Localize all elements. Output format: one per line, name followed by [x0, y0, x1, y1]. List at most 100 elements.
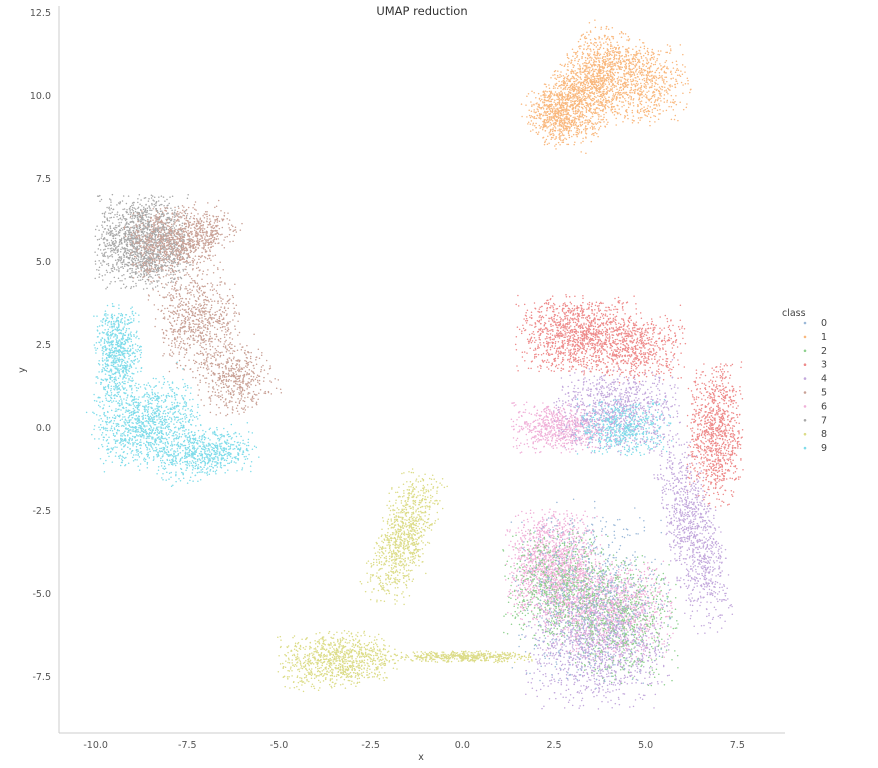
data-point [152, 219, 154, 221]
data-point [573, 113, 575, 115]
data-point [140, 199, 142, 201]
data-point [174, 219, 176, 221]
data-point [576, 89, 578, 91]
data-point [654, 77, 656, 79]
data-point [131, 264, 133, 266]
data-point [131, 240, 133, 242]
data-point [588, 34, 590, 36]
data-point [559, 103, 561, 105]
data-point [170, 265, 172, 267]
data-point [640, 47, 642, 49]
data-point [552, 115, 554, 117]
data-point [541, 99, 543, 101]
data-point [143, 215, 145, 217]
data-point [671, 119, 673, 121]
data-point [670, 48, 672, 50]
data-point [169, 222, 171, 224]
data-point [547, 115, 549, 117]
data-point [576, 118, 578, 120]
data-point [130, 213, 132, 215]
data-point [560, 87, 562, 89]
data-point [567, 102, 569, 104]
data-point [639, 79, 641, 81]
data-point [618, 58, 620, 60]
data-point [169, 237, 171, 239]
data-point [653, 95, 655, 97]
data-point [574, 85, 576, 87]
data-point [655, 61, 657, 63]
data-point [152, 255, 154, 256]
data-point [119, 242, 121, 244]
data-point [174, 222, 176, 224]
data-point [145, 270, 147, 272]
data-point [597, 88, 599, 90]
data-point [563, 75, 565, 77]
data-point [565, 64, 567, 66]
data-point [646, 92, 648, 94]
data-point [115, 252, 117, 254]
data-point [190, 216, 192, 218]
data-point [111, 240, 113, 242]
data-point [132, 245, 134, 247]
data-point [133, 259, 135, 261]
data-point [660, 100, 662, 102]
data-point [104, 256, 106, 258]
data-point [141, 250, 143, 252]
data-point [616, 61, 618, 63]
data-point [552, 127, 554, 129]
data-point [652, 71, 654, 73]
data-point [143, 254, 145, 256]
data-point [162, 212, 164, 214]
data-point [629, 104, 631, 106]
data-point [152, 245, 154, 247]
data-point [124, 250, 126, 252]
data-point [548, 132, 550, 134]
data-point [149, 256, 151, 258]
data-point [175, 255, 177, 257]
data-point [182, 205, 184, 207]
data-point [155, 214, 157, 216]
data-point [181, 244, 183, 246]
data-point [599, 127, 601, 129]
data-point [183, 237, 185, 239]
data-point [140, 246, 142, 248]
data-point [644, 112, 646, 114]
data-point [174, 209, 176, 211]
data-point [98, 260, 100, 262]
data-point [146, 255, 148, 256]
data-point [192, 236, 194, 238]
data-point [106, 239, 108, 241]
data-point [170, 220, 172, 222]
data-point [186, 263, 188, 265]
data-point [135, 273, 137, 275]
data-point [108, 213, 110, 215]
data-point [141, 212, 143, 214]
data-point [192, 207, 194, 209]
data-point [112, 271, 114, 273]
data-point [101, 199, 103, 201]
data-point [176, 236, 178, 238]
data-point [580, 45, 582, 47]
data-point [554, 74, 556, 76]
data-point [162, 222, 164, 224]
data-point [645, 87, 647, 89]
data-point [142, 223, 144, 225]
data-point [617, 78, 619, 80]
data-point [553, 108, 555, 110]
data-point [557, 130, 559, 132]
data-point [554, 87, 556, 89]
data-point [145, 272, 147, 274]
data-point [579, 82, 581, 84]
data-point [163, 196, 165, 198]
data-point [581, 58, 583, 60]
data-point [577, 116, 579, 118]
data-point [126, 230, 128, 232]
data-point [568, 144, 570, 146]
data-point [578, 103, 580, 105]
data-point [120, 202, 122, 204]
data-point [599, 47, 601, 49]
data-point [653, 115, 655, 117]
data-point [149, 209, 151, 211]
data-point [166, 255, 168, 256]
data-point [100, 262, 102, 264]
